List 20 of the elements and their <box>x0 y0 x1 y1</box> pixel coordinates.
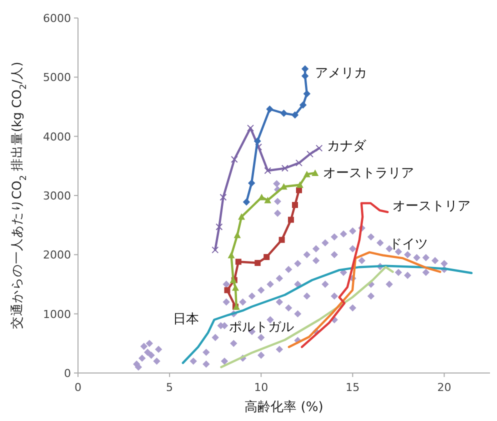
series-label: オーストラリア <box>323 166 414 182</box>
series-label: オーストリア <box>392 199 471 214</box>
series-label: アメリカ <box>315 66 368 81</box>
y-tick-label: 1000 <box>43 308 71 321</box>
x-tick-label: 20 <box>437 381 452 394</box>
y-tick-label: 3000 <box>43 190 71 202</box>
x-tick-label: 15 <box>346 381 360 394</box>
y-tick-label: 6000 <box>43 12 71 25</box>
series-label: ドイツ <box>389 236 428 252</box>
y-tick-label: 5000 <box>43 71 71 84</box>
series-label: 日本 <box>172 312 199 327</box>
series-label: ポルトガル <box>229 320 294 336</box>
series-label: カナダ <box>327 139 368 154</box>
x-tick-label: 5 <box>166 381 174 394</box>
y-tick-label: 2000 <box>43 248 71 262</box>
x-tick-label: 10 <box>254 381 268 394</box>
x-tick-label: 0 <box>74 381 82 394</box>
y-tick-label: 4000 <box>43 130 71 144</box>
y-tick-label: 0 <box>64 367 71 380</box>
x-axis-title: 高齢化率 (%) <box>244 399 324 415</box>
